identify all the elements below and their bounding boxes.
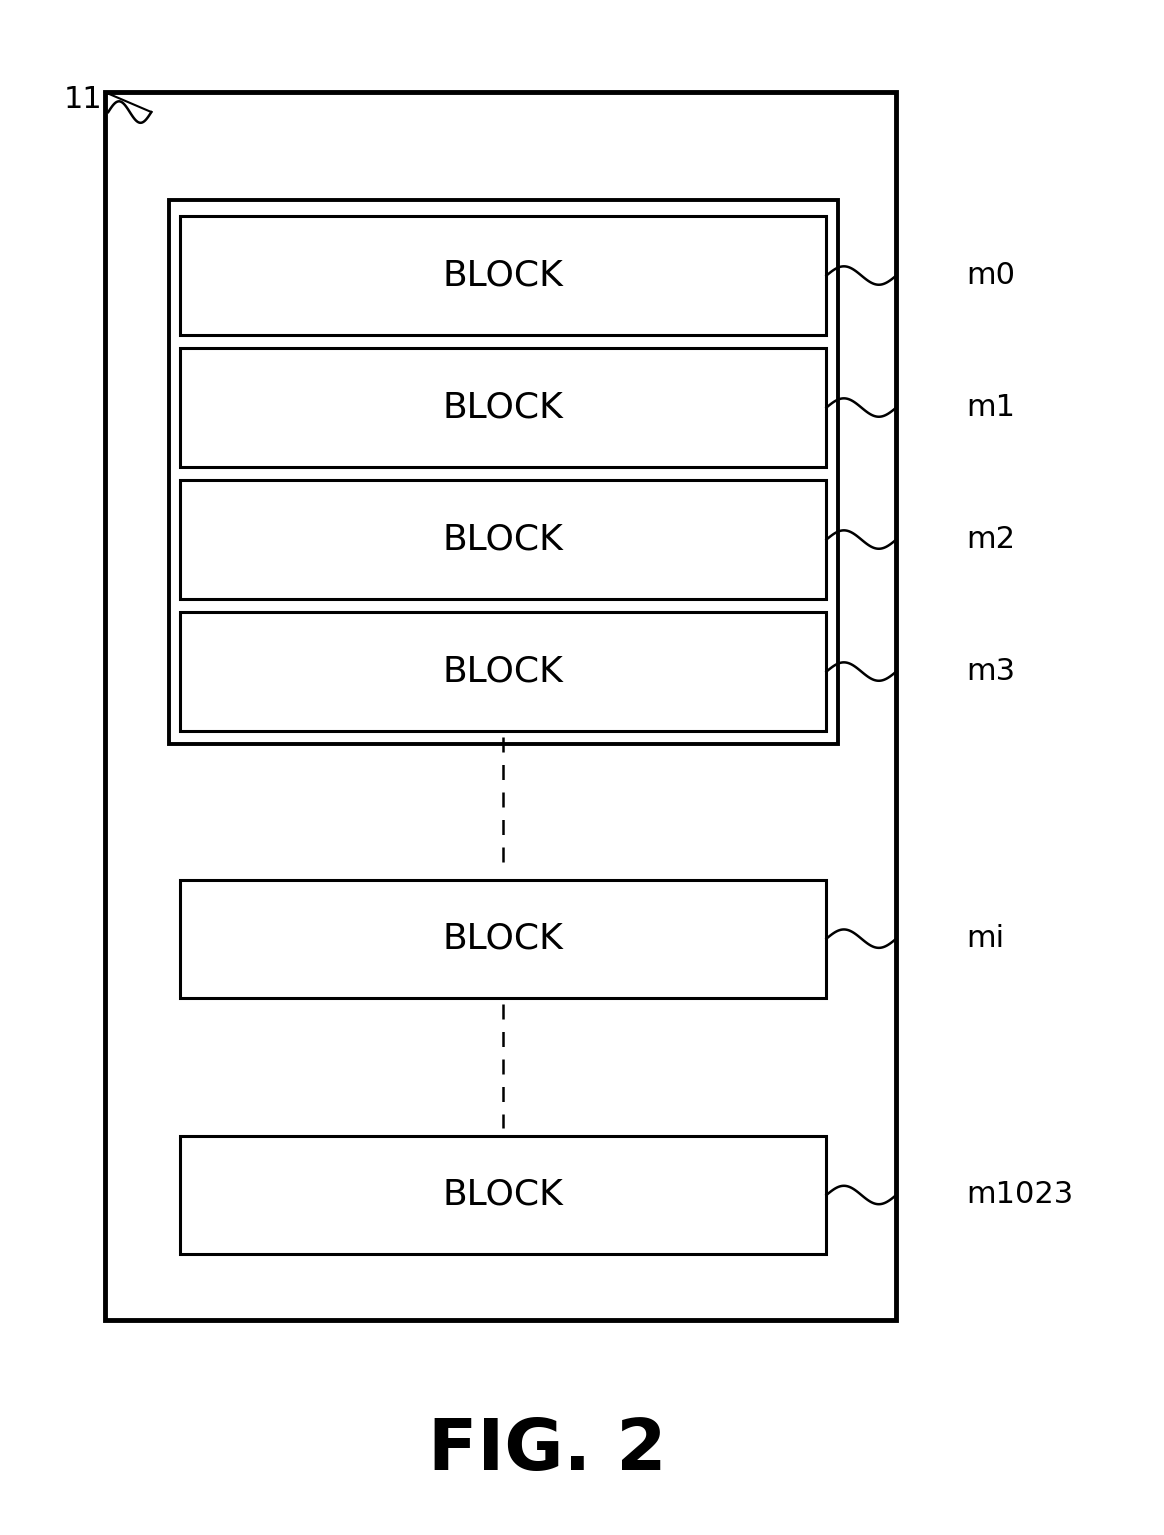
Text: BLOCK: BLOCK (443, 1177, 563, 1213)
Bar (180, 216, 826, 335)
Text: m1: m1 (966, 393, 1015, 422)
Text: BLOCK: BLOCK (443, 654, 563, 689)
Text: BLOCK: BLOCK (443, 390, 563, 425)
Text: m2: m2 (966, 525, 1015, 554)
Text: 11: 11 (64, 86, 102, 114)
Text: FIG. 2: FIG. 2 (428, 1417, 666, 1484)
Text: BLOCK: BLOCK (443, 258, 563, 293)
Bar (105, 92, 896, 1320)
Text: BLOCK: BLOCK (443, 921, 563, 956)
Text: m0: m0 (966, 261, 1015, 290)
Text: m3: m3 (966, 657, 1015, 686)
Bar (180, 880, 826, 998)
Bar (180, 1136, 826, 1254)
Text: mi: mi (966, 924, 1005, 953)
Text: m1023: m1023 (966, 1180, 1073, 1210)
Bar (180, 612, 826, 731)
Bar (169, 200, 838, 744)
Bar (180, 480, 826, 599)
Text: BLOCK: BLOCK (443, 522, 563, 557)
Bar (180, 348, 826, 467)
